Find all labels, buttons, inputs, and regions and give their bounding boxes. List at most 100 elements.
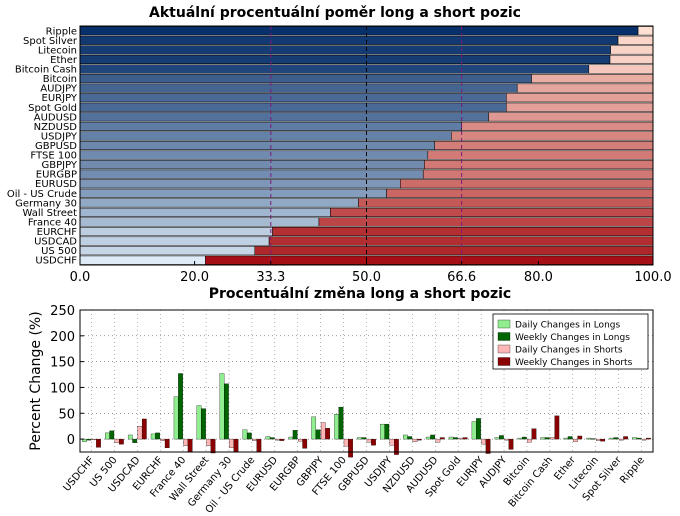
change-bar	[458, 437, 464, 440]
y-tick-label: 0	[67, 433, 75, 448]
change-bar	[150, 433, 156, 440]
category-label: AUDJPY	[40, 84, 78, 95]
change-bar	[252, 438, 257, 441]
change-bar	[348, 438, 353, 458]
short-bar	[451, 131, 654, 141]
change-bar	[82, 438, 87, 442]
short-bar	[531, 74, 654, 84]
long-bar	[79, 93, 507, 103]
category-label: Litecoin	[38, 45, 77, 56]
change-bar	[563, 437, 569, 440]
change-bar	[275, 438, 280, 441]
change-bar	[540, 437, 546, 440]
category-label: Bitcoin Cash	[15, 65, 77, 76]
short-bar	[272, 227, 654, 237]
top-chart-title: Aktuální procentuální poměr long a short…	[149, 5, 521, 21]
change-bar	[315, 429, 321, 440]
category-label: Ripple	[46, 26, 77, 37]
short-bar	[422, 169, 654, 179]
change-bar	[132, 438, 138, 443]
change-bar	[554, 415, 560, 440]
category-label: Ether	[50, 55, 78, 66]
change-bar	[517, 437, 523, 440]
short-bar	[424, 160, 654, 170]
change-bar	[439, 437, 445, 440]
long-bar	[79, 102, 507, 112]
change-bar	[246, 432, 252, 440]
change-bar	[586, 437, 592, 440]
long-bar	[79, 74, 532, 84]
long-bar	[79, 131, 452, 141]
category-label: Wall Street	[23, 208, 78, 219]
change-bar	[494, 437, 500, 440]
long-bar	[79, 179, 401, 189]
change-bar	[544, 437, 550, 440]
change-bar	[292, 430, 298, 440]
change-bar	[114, 438, 120, 443]
change-bar	[609, 437, 614, 440]
short-bar	[358, 198, 654, 208]
change-bar	[462, 437, 468, 440]
change-bar	[485, 438, 491, 454]
change-bar	[425, 436, 431, 440]
change-bar	[361, 437, 367, 440]
x-tick-label: 33.3	[256, 270, 285, 285]
change-bar	[389, 438, 395, 446]
category-label: GBPJPY	[41, 160, 77, 171]
change-bar	[531, 428, 537, 440]
legend-box	[492, 313, 649, 370]
change-bar	[632, 437, 637, 440]
change-bar	[573, 438, 578, 442]
change-bar	[618, 438, 624, 441]
change-bar	[219, 373, 225, 440]
change-bar	[338, 406, 344, 440]
short-bar	[318, 217, 654, 227]
short-bar	[330, 207, 654, 217]
change-bar	[86, 438, 92, 441]
category-label: Germany 30	[15, 198, 77, 209]
change-bar	[481, 438, 487, 445]
category-label: USDJPY	[41, 131, 78, 142]
short-bar	[254, 246, 654, 256]
change-bar	[279, 438, 285, 441]
change-bar	[173, 396, 179, 440]
change-bar	[504, 438, 509, 441]
change-bar	[229, 438, 234, 449]
y-tick-label: 50	[58, 407, 75, 422]
change-bar	[448, 436, 454, 440]
change-bar	[527, 438, 532, 443]
short-bar	[434, 140, 654, 151]
change-bar	[521, 436, 527, 440]
change-bar	[288, 436, 294, 440]
change-bar	[160, 438, 166, 441]
change-bar	[343, 438, 349, 447]
change-bar	[105, 432, 110, 440]
category-label: Bitcoin	[43, 74, 77, 85]
change-bar	[201, 408, 206, 440]
change-bar	[141, 418, 147, 440]
short-bar	[588, 64, 654, 74]
category-label: GBPUSD	[35, 141, 77, 152]
change-bar	[453, 437, 458, 440]
short-bar	[609, 54, 654, 64]
short-bar	[610, 45, 654, 55]
change-bar	[155, 432, 160, 440]
change-bar	[224, 383, 229, 440]
change-bar	[91, 438, 97, 441]
change-bar	[623, 436, 628, 440]
long-bar	[79, 255, 206, 265]
change-bar	[233, 438, 239, 453]
short-bar	[205, 255, 654, 265]
axes-frame	[79, 309, 654, 453]
change-bar	[119, 438, 124, 445]
x-tick-label: 0.0	[70, 270, 91, 285]
change-bar	[380, 423, 385, 440]
change-bar	[297, 438, 303, 442]
change-bar	[402, 434, 408, 440]
change-bar	[206, 438, 212, 446]
change-bar	[371, 438, 376, 446]
short-bar	[488, 112, 654, 122]
long-bar	[79, 188, 387, 198]
change-bar	[265, 436, 271, 440]
